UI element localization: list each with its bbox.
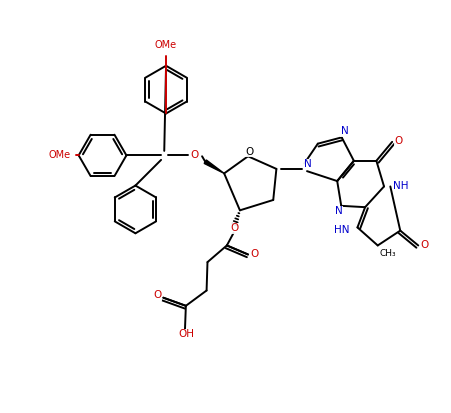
Polygon shape	[204, 160, 224, 173]
Text: HN: HN	[334, 225, 350, 235]
Text: N: N	[335, 206, 342, 216]
Text: O: O	[250, 249, 258, 259]
Text: OMe: OMe	[155, 40, 177, 50]
Text: NH: NH	[393, 180, 409, 190]
Text: N: N	[304, 159, 311, 169]
Text: OH: OH	[179, 329, 195, 339]
Text: N: N	[341, 126, 348, 136]
Text: O: O	[230, 223, 239, 233]
Text: O: O	[420, 240, 429, 250]
Text: O: O	[191, 150, 199, 160]
Text: CH₃: CH₃	[379, 249, 396, 258]
Text: O: O	[153, 290, 161, 300]
Text: O: O	[246, 147, 254, 157]
Text: OMe: OMe	[49, 150, 71, 160]
Text: O: O	[394, 136, 403, 146]
